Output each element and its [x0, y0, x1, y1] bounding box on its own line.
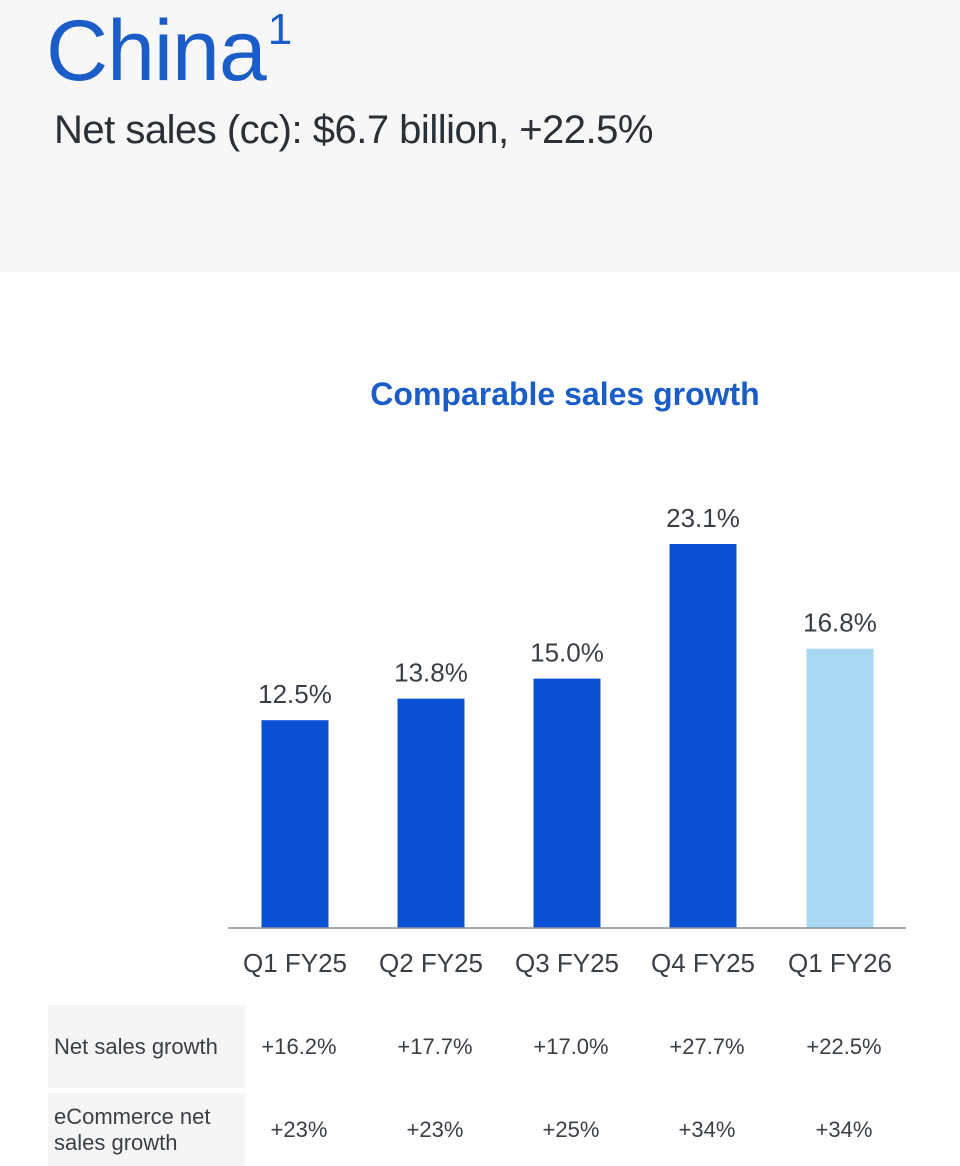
bar [806, 648, 874, 928]
bar-value-label: 16.8% [803, 608, 877, 638]
bar-value-label: 12.5% [258, 679, 332, 709]
net-sales-summary: Net sales (cc): $6.7 billion, +22.5% [54, 108, 653, 152]
bar [397, 698, 465, 928]
table-cell: +34% [678, 1116, 736, 1142]
title-text: China [46, 3, 267, 99]
x-tick-label: Q1 FY25 [243, 948, 347, 978]
table-cell: +34% [815, 1116, 873, 1142]
bar-value-label: 13.8% [394, 658, 468, 688]
footnote-marker: 1 [267, 5, 293, 55]
table-cell: +22.5% [806, 1033, 882, 1059]
bar [261, 720, 329, 928]
bar [669, 544, 737, 928]
bar-value-label: 15.0% [530, 638, 604, 668]
x-tick-label: Q2 FY25 [379, 948, 483, 978]
table-cell: +16.2% [261, 1033, 337, 1059]
table-cell: +23% [270, 1116, 328, 1142]
bar [533, 678, 601, 928]
x-tick-label: Q4 FY25 [651, 948, 755, 978]
table-cell: +17.0% [533, 1033, 609, 1059]
table-cell: +27.7% [669, 1033, 745, 1059]
x-tick-label: Q3 FY25 [515, 948, 619, 978]
header-panel: China1 Net sales (cc): $6.7 billion, +22… [0, 0, 960, 272]
x-tick-label: Q1 FY26 [788, 948, 892, 978]
table-cell: +23% [406, 1116, 464, 1142]
bar-chart: 12.5% Q1 FY25 13.8% Q2 FY25 15.0% Q3 FY25 23.1… [228, 503, 906, 978]
page-title: China1 [46, 5, 293, 94]
table-cell: +25% [542, 1116, 600, 1142]
row-label: Net sales growth [48, 1005, 245, 1088]
bar-value-label: 23.1% [666, 503, 740, 533]
table-cell: +17.7% [397, 1033, 473, 1059]
row-label: eCommerce net sales growth [48, 1093, 245, 1166]
chart-title: Comparable sales growth [370, 376, 760, 412]
